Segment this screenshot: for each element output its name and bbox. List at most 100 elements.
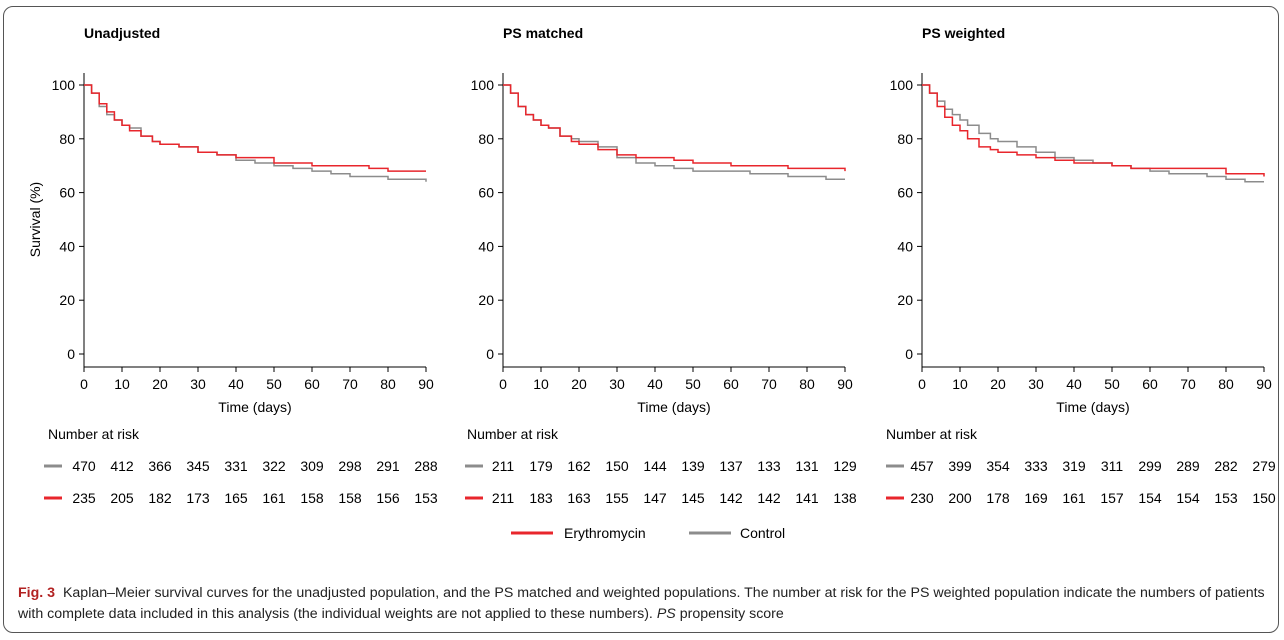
- x-tick-label: 70: [1180, 376, 1196, 392]
- risk-value-control: 133: [757, 458, 781, 474]
- risk-value-erythromycin: 235: [72, 490, 96, 506]
- x-tick-label: 80: [380, 376, 396, 392]
- risk-value-erythromycin: 150: [1252, 490, 1276, 506]
- x-axis-label: Time (days): [1056, 399, 1129, 415]
- risk-value-erythromycin: 154: [1176, 490, 1200, 506]
- y-tick-label: 100: [471, 77, 495, 93]
- risk-table-label: Number at risk: [48, 426, 140, 442]
- figure-frame: [3, 6, 1279, 633]
- risk-value-control: 299: [1138, 458, 1162, 474]
- risk-value-control: 319: [1062, 458, 1086, 474]
- y-tick-label: 40: [59, 238, 75, 254]
- risk-value-control: 211: [492, 458, 515, 474]
- x-tick-label: 10: [114, 376, 130, 392]
- risk-value-control: 279: [1252, 458, 1276, 474]
- risk-value-control: 162: [567, 458, 591, 474]
- legend-label-erythromycin: Erythromycin: [564, 525, 646, 541]
- risk-value-control: 150: [605, 458, 629, 474]
- x-tick-label: 30: [609, 376, 625, 392]
- chart-panel-2: PS matched 0 20 40 60 80 100 0 10 20 30 40 50 60 70 80 9…: [465, 25, 857, 506]
- x-tick-label: 80: [1218, 376, 1234, 392]
- risk-value-control: 457: [910, 458, 934, 474]
- x-tick-label: 40: [647, 376, 663, 392]
- risk-value-erythromycin: 158: [338, 490, 362, 506]
- x-tick-label: 70: [342, 376, 358, 392]
- risk-value-erythromycin: 165: [224, 490, 248, 506]
- y-tick-label: 60: [59, 185, 75, 201]
- x-tick-label: 50: [685, 376, 701, 392]
- y-tick-label: 100: [890, 77, 914, 93]
- legend: Erythromycin Control: [511, 525, 785, 541]
- risk-value-erythromycin: 153: [414, 490, 438, 506]
- caption-abbr-term: PS: [656, 606, 676, 622]
- risk-value-erythromycin: 154: [1138, 490, 1162, 506]
- risk-value-erythromycin: 200: [948, 490, 972, 506]
- y-axis-label: Survival (%): [27, 182, 43, 257]
- y-tick-label: 20: [59, 292, 75, 308]
- risk-value-erythromycin: 142: [757, 490, 781, 506]
- y-tick-label: 0: [486, 346, 494, 362]
- legend-label-control: Control: [740, 525, 785, 541]
- x-tick-label: 90: [418, 376, 434, 392]
- risk-value-erythromycin: 141: [795, 490, 819, 506]
- y-tick-label: 0: [905, 346, 913, 362]
- x-tick-label: 90: [837, 376, 853, 392]
- x-tick-label: 30: [1028, 376, 1044, 392]
- y-tick-label: 0: [67, 346, 75, 362]
- risk-value-erythromycin: 182: [148, 490, 172, 506]
- risk-value-erythromycin: 161: [1062, 490, 1086, 506]
- risk-value-control: 129: [833, 458, 857, 474]
- risk-value-control: 282: [1214, 458, 1238, 474]
- risk-value-erythromycin: 155: [605, 490, 629, 506]
- risk-value-control: 322: [262, 458, 286, 474]
- y-tick-label: 20: [478, 292, 494, 308]
- panel-title: Unadjusted: [84, 25, 160, 41]
- x-tick-label: 0: [918, 376, 926, 392]
- x-axis-label: Time (days): [218, 399, 291, 415]
- y-tick-label: 60: [478, 185, 494, 201]
- risk-value-control: 144: [643, 458, 667, 474]
- y-tick-label: 40: [897, 238, 913, 254]
- caption-abbr-def: propensity score: [679, 606, 784, 622]
- x-tick-label: 90: [1256, 376, 1272, 392]
- x-tick-label: 80: [799, 376, 815, 392]
- panel-title: PS weighted: [922, 25, 1005, 41]
- x-axis-label: Time (days): [637, 399, 710, 415]
- risk-value-control: 289: [1176, 458, 1200, 474]
- risk-value-control: 309: [300, 458, 324, 474]
- x-tick-label: 10: [533, 376, 549, 392]
- risk-value-control: 354: [986, 458, 1010, 474]
- chart-panel-3: PS weighted 0 20 40 60 80 100 0 10 20 30 40 50 60 70 80…: [886, 25, 1276, 506]
- series-line-control: [84, 84, 427, 182]
- x-tick-label: 70: [761, 376, 777, 392]
- risk-value-erythromycin: 178: [986, 490, 1010, 506]
- risk-value-erythromycin: 158: [300, 490, 324, 506]
- risk-value-control: 412: [110, 458, 134, 474]
- series-line-erythromycin: [84, 84, 426, 172]
- y-tick-label: 60: [897, 185, 913, 201]
- x-tick-label: 20: [571, 376, 587, 392]
- risk-value-control: 345: [186, 458, 210, 474]
- series-line-control: [922, 84, 1264, 183]
- risk-value-control: 333: [1024, 458, 1048, 474]
- y-tick-label: 100: [52, 77, 76, 93]
- risk-value-erythromycin: 163: [567, 490, 591, 506]
- figure-caption: Fig. 3 Kaplan–Meier survival curves for …: [18, 583, 1268, 625]
- risk-value-control: 399: [948, 458, 972, 474]
- y-tick-label: 20: [897, 292, 913, 308]
- x-tick-label: 40: [228, 376, 244, 392]
- x-tick-label: 0: [80, 376, 88, 392]
- x-tick-label: 50: [1104, 376, 1120, 392]
- risk-value-control: 298: [338, 458, 362, 474]
- risk-value-control: 179: [529, 458, 553, 474]
- risk-value-erythromycin: 183: [529, 490, 553, 506]
- x-tick-label: 40: [1066, 376, 1082, 392]
- caption-text: Kaplan–Meier survival curves for the una…: [18, 585, 1265, 622]
- risk-value-erythromycin: 161: [262, 490, 286, 506]
- risk-value-erythromycin: 173: [186, 490, 210, 506]
- figure-label: Fig. 3: [18, 585, 56, 601]
- risk-value-erythromycin: 153: [1214, 490, 1238, 506]
- y-tick-label: 80: [59, 131, 75, 147]
- x-tick-label: 60: [304, 376, 320, 392]
- x-tick-label: 50: [266, 376, 282, 392]
